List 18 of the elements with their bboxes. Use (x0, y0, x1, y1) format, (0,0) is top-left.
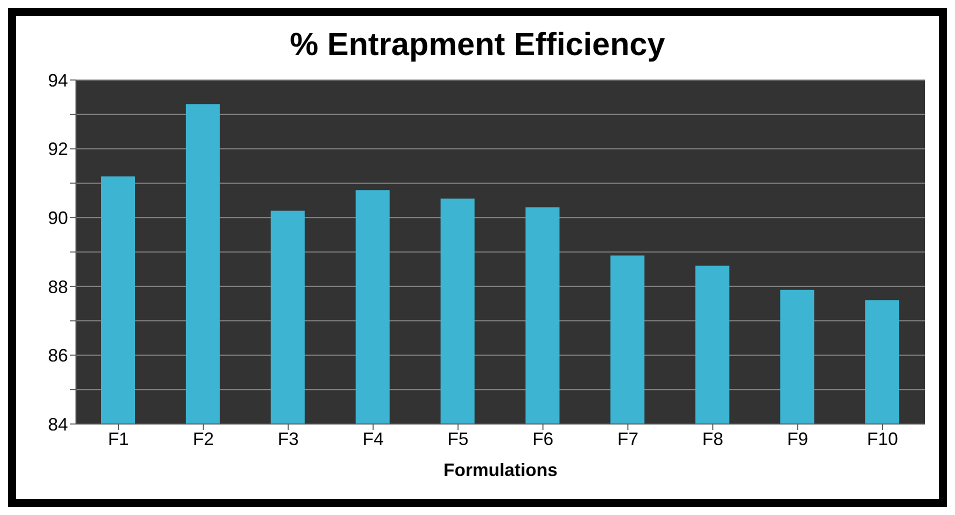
x-tick-label: F8 (702, 428, 724, 449)
y-tick-label: 84 (48, 414, 68, 434)
x-tick-label: F1 (108, 428, 129, 449)
x-tick-label: F5 (448, 428, 469, 449)
y-tick-label: 90 (48, 208, 68, 228)
x-tick-label: F4 (362, 428, 384, 449)
y-tick-label: 94 (48, 70, 68, 90)
x-tick-label: F9 (787, 428, 808, 449)
x-tick-label: F6 (532, 428, 554, 449)
y-tick-label: 92 (48, 139, 68, 160)
y-tick-label: 86 (48, 346, 68, 366)
x-tick-label: F3 (278, 428, 299, 449)
chart-title: % Entrapment Efficiency (288, 25, 666, 64)
x-tick-label: F2 (192, 428, 214, 449)
x-tick-label: F7 (617, 428, 638, 449)
y-tick-label: 88 (48, 276, 68, 297)
x-axis-title: Formulations (443, 460, 558, 480)
x-tick-label: F10 (867, 428, 898, 449)
